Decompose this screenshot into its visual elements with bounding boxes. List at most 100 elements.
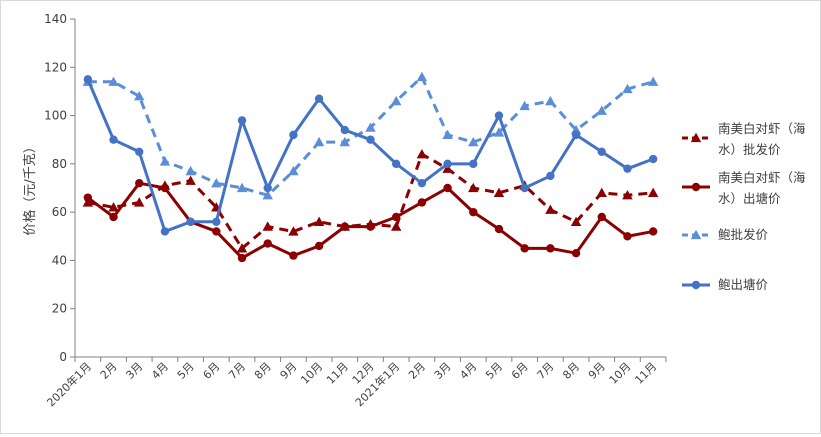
series-2 (83, 178, 658, 263)
data-point (135, 178, 144, 188)
y-axis-label-group: 价格（元/千克） (22, 140, 38, 235)
x-tick-label: 3月 (432, 360, 454, 382)
data-point (82, 197, 94, 207)
data-point (647, 187, 659, 197)
data-point (623, 164, 632, 173)
legend-entry-4: 鲍出塘价 (682, 277, 769, 292)
x-tick-label: 2020年1月 (44, 359, 94, 409)
y-tick-label: 140 (44, 12, 67, 26)
data-point (442, 129, 453, 140)
x-tick-label: 10月 (607, 360, 634, 387)
data-point (493, 187, 505, 197)
data-point (313, 136, 325, 147)
data-point (339, 136, 351, 147)
data-point (494, 111, 504, 120)
data-point (391, 212, 401, 222)
data-point (545, 204, 556, 214)
data-point (416, 71, 428, 82)
data-point (390, 221, 402, 231)
data-point (134, 91, 145, 101)
data-point (417, 178, 427, 188)
data-point (237, 116, 247, 125)
data-point (596, 105, 607, 115)
x-tick-label: 3月 (123, 360, 145, 382)
data-point (571, 248, 581, 258)
data-point (493, 127, 505, 137)
data-point (109, 135, 118, 144)
data-point (469, 207, 478, 217)
y-ticks: 0 20 40 60 80 100 120 140 (44, 12, 75, 364)
x-tick-label: 5月 (483, 360, 505, 382)
data-point (597, 212, 606, 222)
legend-entry-2: 南美白对虾（海水）出塘价 (682, 170, 806, 206)
series-line (87, 152, 654, 250)
legend-label: 水）批发价 (718, 142, 781, 157)
data-point (623, 232, 632, 241)
series-layer (82, 71, 659, 263)
y-tick-label: 20 (52, 302, 67, 316)
legend-marker (690, 132, 702, 143)
x-tick-label: 5月 (175, 360, 197, 382)
data-point (366, 135, 375, 144)
legend-label: 鲍批发价 (718, 227, 769, 242)
legend-entry-3: 鲍批发价 (682, 227, 769, 242)
data-point (212, 217, 221, 226)
data-point (185, 165, 196, 176)
data-point (546, 244, 555, 253)
data-point (622, 190, 633, 200)
data-point (340, 125, 350, 135)
data-point (442, 163, 453, 173)
data-point (596, 187, 607, 197)
data-point (545, 95, 556, 106)
x-tick-label: 11月 (324, 360, 351, 387)
x-tick-label: 11月 (632, 360, 659, 387)
legend-label: 水）出塘价 (718, 191, 781, 206)
data-point (109, 212, 118, 222)
legend-label: 鲍出塘价 (718, 277, 769, 292)
data-point (391, 159, 401, 169)
data-point (314, 241, 324, 251)
data-point (519, 100, 530, 111)
data-point (108, 202, 119, 212)
data-point (236, 243, 248, 253)
data-point (571, 130, 581, 140)
data-point (546, 171, 555, 181)
data-point (160, 183, 170, 193)
y-tick-label: 60 (52, 205, 67, 219)
series-line (86, 78, 654, 233)
x-tick-label: 9月 (278, 360, 300, 382)
x-tick-label: 8月 (252, 360, 274, 382)
data-point (211, 177, 222, 188)
data-point (263, 239, 272, 248)
data-point (468, 136, 479, 147)
legend-label: 南美白对虾（海 (718, 170, 806, 185)
data-point (469, 159, 478, 169)
data-point (443, 183, 452, 193)
x-tick-label: 4月 (457, 360, 479, 382)
data-point (288, 226, 299, 236)
data-point (570, 216, 582, 226)
data-point (262, 190, 273, 200)
legend-marker (691, 280, 701, 290)
data-point (289, 251, 298, 260)
series-4 (83, 75, 658, 236)
data-point (520, 244, 529, 253)
data-point (597, 147, 606, 156)
x-tick-label: 8月 (560, 360, 582, 382)
data-point (417, 198, 427, 207)
data-point (160, 227, 170, 236)
data-point (237, 253, 247, 263)
legend-marker (691, 182, 701, 192)
data-point (159, 156, 171, 166)
data-point (263, 183, 272, 193)
x-tick-label: 9月 (586, 360, 608, 382)
legend-entry-1: 南美白对虾（海水）批发价 (682, 121, 806, 157)
y-tick-label: 40 (52, 253, 67, 267)
y-axis-label: 价格（元/千克） (22, 140, 38, 235)
axes (74, 19, 666, 358)
data-point (289, 130, 298, 140)
legend-label: 南美白对虾（海 (718, 121, 806, 136)
